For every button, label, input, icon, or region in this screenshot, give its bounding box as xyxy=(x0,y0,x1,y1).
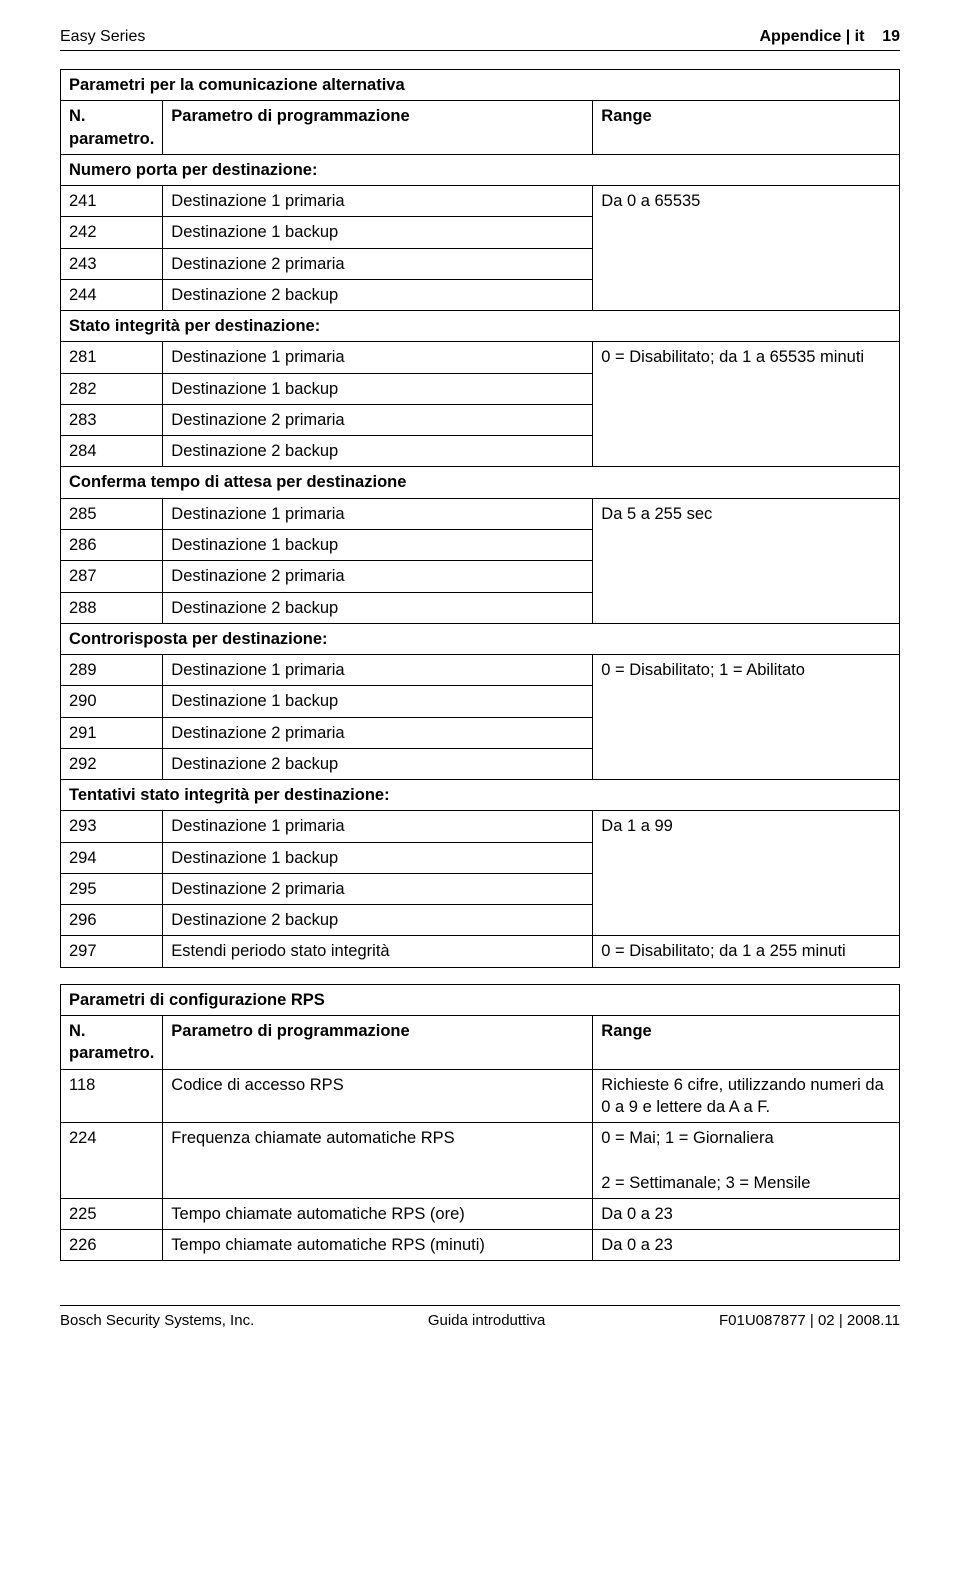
cell-n: 292 xyxy=(61,748,163,779)
header-right: Appendice | it 19 xyxy=(759,28,900,46)
col-header-p: Parametro di programmazione xyxy=(163,1015,593,1069)
cell-p: Destinazione 2 primaria xyxy=(163,873,593,904)
footer-right: F01U087877 | 02 | 2008.11 xyxy=(719,1312,900,1329)
cell-p: Destinazione 1 backup xyxy=(163,686,593,717)
table-a-title: Parametri per la comunicazione alternati… xyxy=(61,70,900,101)
cell-p: Codice di accesso RPS xyxy=(163,1069,593,1123)
cell-p: Frequenza chiamate automatiche RPS xyxy=(163,1123,593,1199)
cell-n: 243 xyxy=(61,248,163,279)
cell-n: 287 xyxy=(61,561,163,592)
cell-p: Destinazione 2 backup xyxy=(163,279,593,310)
cell-n: 289 xyxy=(61,655,163,686)
extra-p: Estendi periodo stato integrità xyxy=(163,936,593,967)
cell-n: 295 xyxy=(61,873,163,904)
extra-r: 0 = Disabilitato; da 1 a 255 minuti xyxy=(593,936,900,967)
cell-range: 0 = Mai; 1 = Giornaliera2 = Settimanale;… xyxy=(593,1123,900,1199)
cell-n: 242 xyxy=(61,217,163,248)
table-comm-params: Parametri per la comunicazione alternati… xyxy=(60,69,900,968)
cell-n: 288 xyxy=(61,592,163,623)
col-header-r: Range xyxy=(593,1015,900,1069)
group-label: Controrisposta per destinazione: xyxy=(61,623,900,654)
cell-n: 296 xyxy=(61,905,163,936)
footer-left: Bosch Security Systems, Inc. xyxy=(60,1312,254,1329)
cell-n: 293 xyxy=(61,811,163,842)
cell-n: 226 xyxy=(61,1230,163,1261)
col-header-r: Range xyxy=(593,101,900,155)
group-label: Tentativi stato integrità per destinazio… xyxy=(61,780,900,811)
cell-p: Destinazione 2 primaria xyxy=(163,248,593,279)
cell-p: Destinazione 1 primaria xyxy=(163,655,593,686)
cell-p: Destinazione 2 backup xyxy=(163,905,593,936)
cell-p: Tempo chiamate automatiche RPS (minuti) xyxy=(163,1230,593,1261)
cell-p: Destinazione 2 backup xyxy=(163,436,593,467)
group-label: Numero porta per destinazione: xyxy=(61,154,900,185)
cell-p: Destinazione 2 primaria xyxy=(163,717,593,748)
cell-range: 0 = Disabilitato; 1 = Abilitato xyxy=(593,655,900,780)
cell-range: Da 0 a 65535 xyxy=(593,186,900,311)
table-b-title: Parametri di configurazione RPS xyxy=(61,984,900,1015)
cell-range: Da 0 a 23 xyxy=(593,1230,900,1261)
cell-n: 286 xyxy=(61,529,163,560)
page: Easy Series Appendice | it 19 Parametri … xyxy=(0,0,960,1349)
cell-p: Destinazione 1 backup xyxy=(163,529,593,560)
cell-n: 282 xyxy=(61,373,163,404)
footer-center: Guida introduttiva xyxy=(428,1312,546,1329)
cell-p: Destinazione 1 backup xyxy=(163,217,593,248)
col-header-n: N. parametro. xyxy=(61,101,163,155)
cell-n: 291 xyxy=(61,717,163,748)
page-footer: Bosch Security Systems, Inc. Guida intro… xyxy=(60,1305,900,1329)
table-rps-params: Parametri di configurazione RPS N. param… xyxy=(60,984,900,1262)
cell-p: Destinazione 2 backup xyxy=(163,748,593,779)
group-label: Conferma tempo di attesa per destinazion… xyxy=(61,467,900,498)
cell-n: 284 xyxy=(61,436,163,467)
cell-range: Da 0 a 23 xyxy=(593,1198,900,1229)
cell-n: 244 xyxy=(61,279,163,310)
col-header-p: Parametro di programmazione xyxy=(163,101,593,155)
cell-n: 283 xyxy=(61,404,163,435)
cell-n: 225 xyxy=(61,1198,163,1229)
cell-p: Tempo chiamate automatiche RPS (ore) xyxy=(163,1198,593,1229)
cell-n: 290 xyxy=(61,686,163,717)
cell-n: 281 xyxy=(61,342,163,373)
cell-p: Destinazione 1 primaria xyxy=(163,342,593,373)
extra-n: 297 xyxy=(61,936,163,967)
cell-p: Destinazione 2 primaria xyxy=(163,561,593,592)
cell-n: 294 xyxy=(61,842,163,873)
cell-n: 241 xyxy=(61,186,163,217)
col-header-n: N. parametro. xyxy=(61,1015,163,1069)
cell-p: Destinazione 1 primaria xyxy=(163,498,593,529)
header-left: Easy Series xyxy=(60,28,145,46)
cell-p: Destinazione 1 backup xyxy=(163,373,593,404)
group-label: Stato integrità per destinazione: xyxy=(61,311,900,342)
page-header: Easy Series Appendice | it 19 xyxy=(60,28,900,51)
cell-p: Destinazione 1 backup xyxy=(163,842,593,873)
cell-p: Destinazione 1 primaria xyxy=(163,186,593,217)
cell-range: Da 5 a 255 sec xyxy=(593,498,900,623)
cell-n: 118 xyxy=(61,1069,163,1123)
cell-n: 224 xyxy=(61,1123,163,1199)
cell-range: 0 = Disabilitato; da 1 a 65535 minuti xyxy=(593,342,900,467)
cell-p: Destinazione 1 primaria xyxy=(163,811,593,842)
cell-p: Destinazione 2 backup xyxy=(163,592,593,623)
cell-range: Da 1 a 99 xyxy=(593,811,900,936)
cell-n: 285 xyxy=(61,498,163,529)
cell-range: Richieste 6 cifre, utilizzando numeri da… xyxy=(593,1069,900,1123)
cell-p: Destinazione 2 primaria xyxy=(163,404,593,435)
